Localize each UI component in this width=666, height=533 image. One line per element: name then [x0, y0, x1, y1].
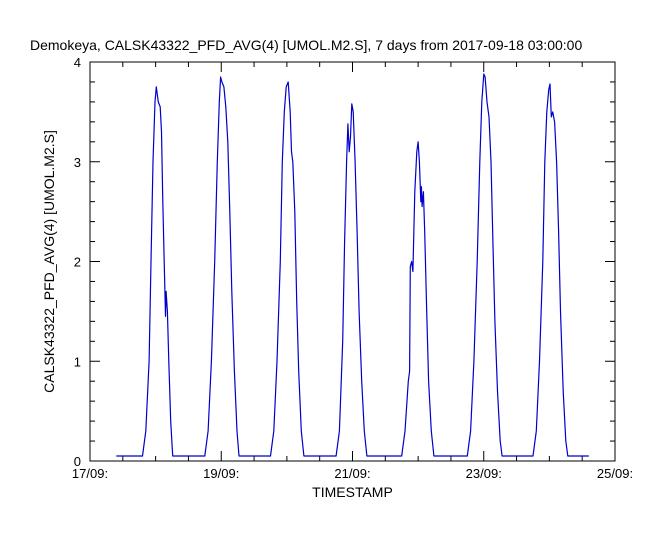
plot-frame: [89, 61, 616, 462]
y-tick-label: 0: [74, 454, 81, 469]
x-tick-label: 19/09:: [203, 466, 239, 481]
axis-ticks: [89, 61, 616, 462]
series-line: [116, 73, 589, 457]
y-tick-label: 1: [74, 354, 81, 369]
y-tick-label: 4: [74, 55, 81, 70]
x-tick-label: 21/09:: [334, 466, 370, 481]
x-tick-label: 25/09:: [597, 466, 633, 481]
tick-labels: 17/09: 19/09: 21/09: 23/09: 25/09: 0 1 2 3 4: [72, 55, 633, 481]
y-tick-label: 2: [74, 255, 81, 270]
x-tick-label: 23/09:: [466, 466, 502, 481]
chart-title: Demokeya, CALSK43322_PFD_AVG(4) [UMOL.M2…: [30, 37, 582, 53]
y-axis-label: CALSK43322_PFD_AVG(4) [UMOL.M2.S]: [41, 130, 57, 393]
y-tick-label: 3: [74, 155, 81, 170]
data-series: [116, 73, 589, 457]
x-axis-label: TIMESTAMP: [312, 484, 393, 500]
x-tick-label: 17/09:: [72, 466, 108, 481]
